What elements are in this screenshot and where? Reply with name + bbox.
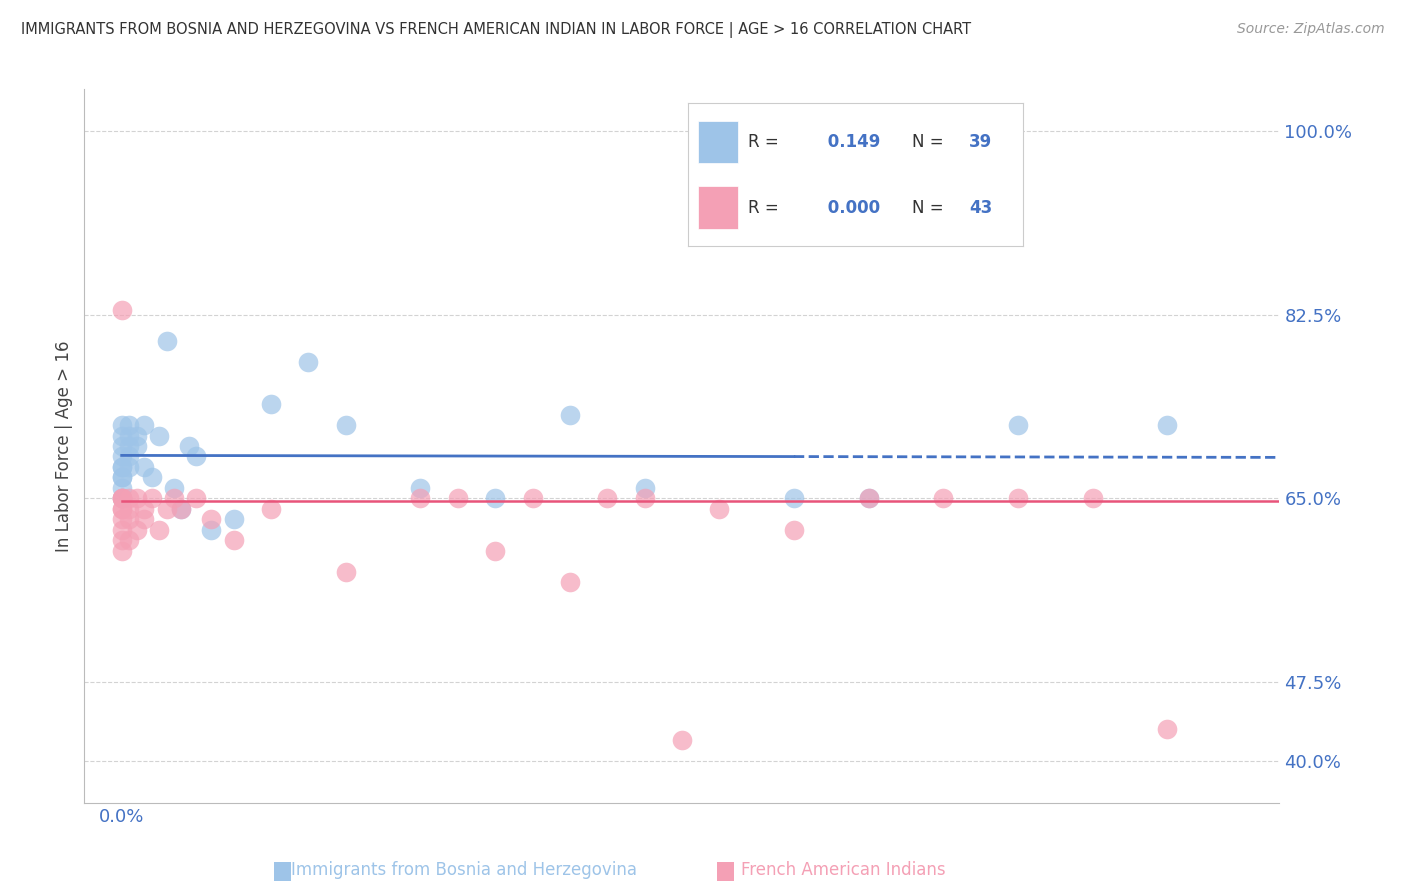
Point — [148, 523, 170, 537]
Point — [1007, 417, 1029, 432]
Point — [118, 491, 141, 506]
Point — [111, 491, 134, 506]
Point — [125, 439, 148, 453]
Point — [858, 491, 880, 506]
Point — [709, 502, 731, 516]
Point — [447, 491, 470, 506]
Point — [1081, 491, 1104, 506]
Point — [633, 491, 655, 506]
Point — [200, 512, 222, 526]
Point — [671, 732, 693, 747]
Point — [118, 439, 141, 453]
Point — [222, 512, 245, 526]
Point — [111, 460, 134, 475]
Point — [596, 491, 619, 506]
Point — [111, 450, 134, 464]
Point — [858, 491, 880, 506]
Point — [783, 491, 806, 506]
Point — [111, 502, 134, 516]
Text: Immigrants from Bosnia and Herzegovina: Immigrants from Bosnia and Herzegovina — [291, 861, 637, 879]
Point — [558, 575, 581, 590]
Point — [111, 502, 134, 516]
Point — [155, 334, 177, 348]
Point — [132, 417, 156, 432]
Point — [111, 470, 134, 484]
Point — [1007, 491, 1029, 506]
Point — [141, 470, 163, 484]
Point — [200, 523, 222, 537]
Point — [260, 502, 283, 516]
Point — [132, 512, 156, 526]
Point — [222, 533, 245, 548]
Point — [177, 439, 200, 453]
Point — [932, 491, 955, 506]
Point — [111, 481, 134, 495]
Point — [118, 512, 141, 526]
Point — [335, 417, 357, 432]
Point — [186, 450, 208, 464]
Point — [484, 491, 506, 506]
Point — [111, 491, 134, 506]
Y-axis label: In Labor Force | Age > 16: In Labor Force | Age > 16 — [55, 340, 73, 552]
Point — [118, 428, 141, 442]
Point — [163, 481, 186, 495]
Point — [1156, 723, 1178, 737]
Point — [163, 491, 186, 506]
Point — [111, 302, 134, 317]
Point — [125, 428, 148, 442]
Text: Source: ZipAtlas.com: Source: ZipAtlas.com — [1237, 22, 1385, 37]
Point — [125, 491, 148, 506]
Point — [170, 502, 193, 516]
Point — [783, 523, 806, 537]
Point — [111, 470, 134, 484]
Point — [111, 491, 134, 506]
Point — [409, 491, 432, 506]
Point — [118, 533, 141, 548]
Point — [132, 460, 156, 475]
Point — [111, 491, 134, 506]
Point — [633, 481, 655, 495]
Point — [118, 450, 141, 464]
Point — [111, 523, 134, 537]
Point — [111, 417, 134, 432]
Point — [148, 428, 170, 442]
Point — [111, 428, 134, 442]
Point — [141, 491, 163, 506]
Point — [111, 533, 134, 548]
Point — [170, 502, 193, 516]
Point — [111, 512, 134, 526]
Text: French American Indians: French American Indians — [741, 861, 946, 879]
Point — [125, 523, 148, 537]
Point — [132, 502, 156, 516]
Point — [409, 481, 432, 495]
Point — [155, 502, 177, 516]
Point — [260, 397, 283, 411]
Point — [484, 544, 506, 558]
Text: IMMIGRANTS FROM BOSNIA AND HERZEGOVINA VS FRENCH AMERICAN INDIAN IN LABOR FORCE : IMMIGRANTS FROM BOSNIA AND HERZEGOVINA V… — [21, 22, 972, 38]
Point — [558, 408, 581, 422]
Point — [522, 491, 544, 506]
Point — [111, 544, 134, 558]
Point — [118, 502, 141, 516]
Point — [1156, 417, 1178, 432]
Point — [297, 355, 319, 369]
Point — [111, 460, 134, 475]
Point — [118, 460, 141, 475]
Point — [186, 491, 208, 506]
Point — [335, 565, 357, 579]
Point — [111, 439, 134, 453]
Point — [118, 417, 141, 432]
